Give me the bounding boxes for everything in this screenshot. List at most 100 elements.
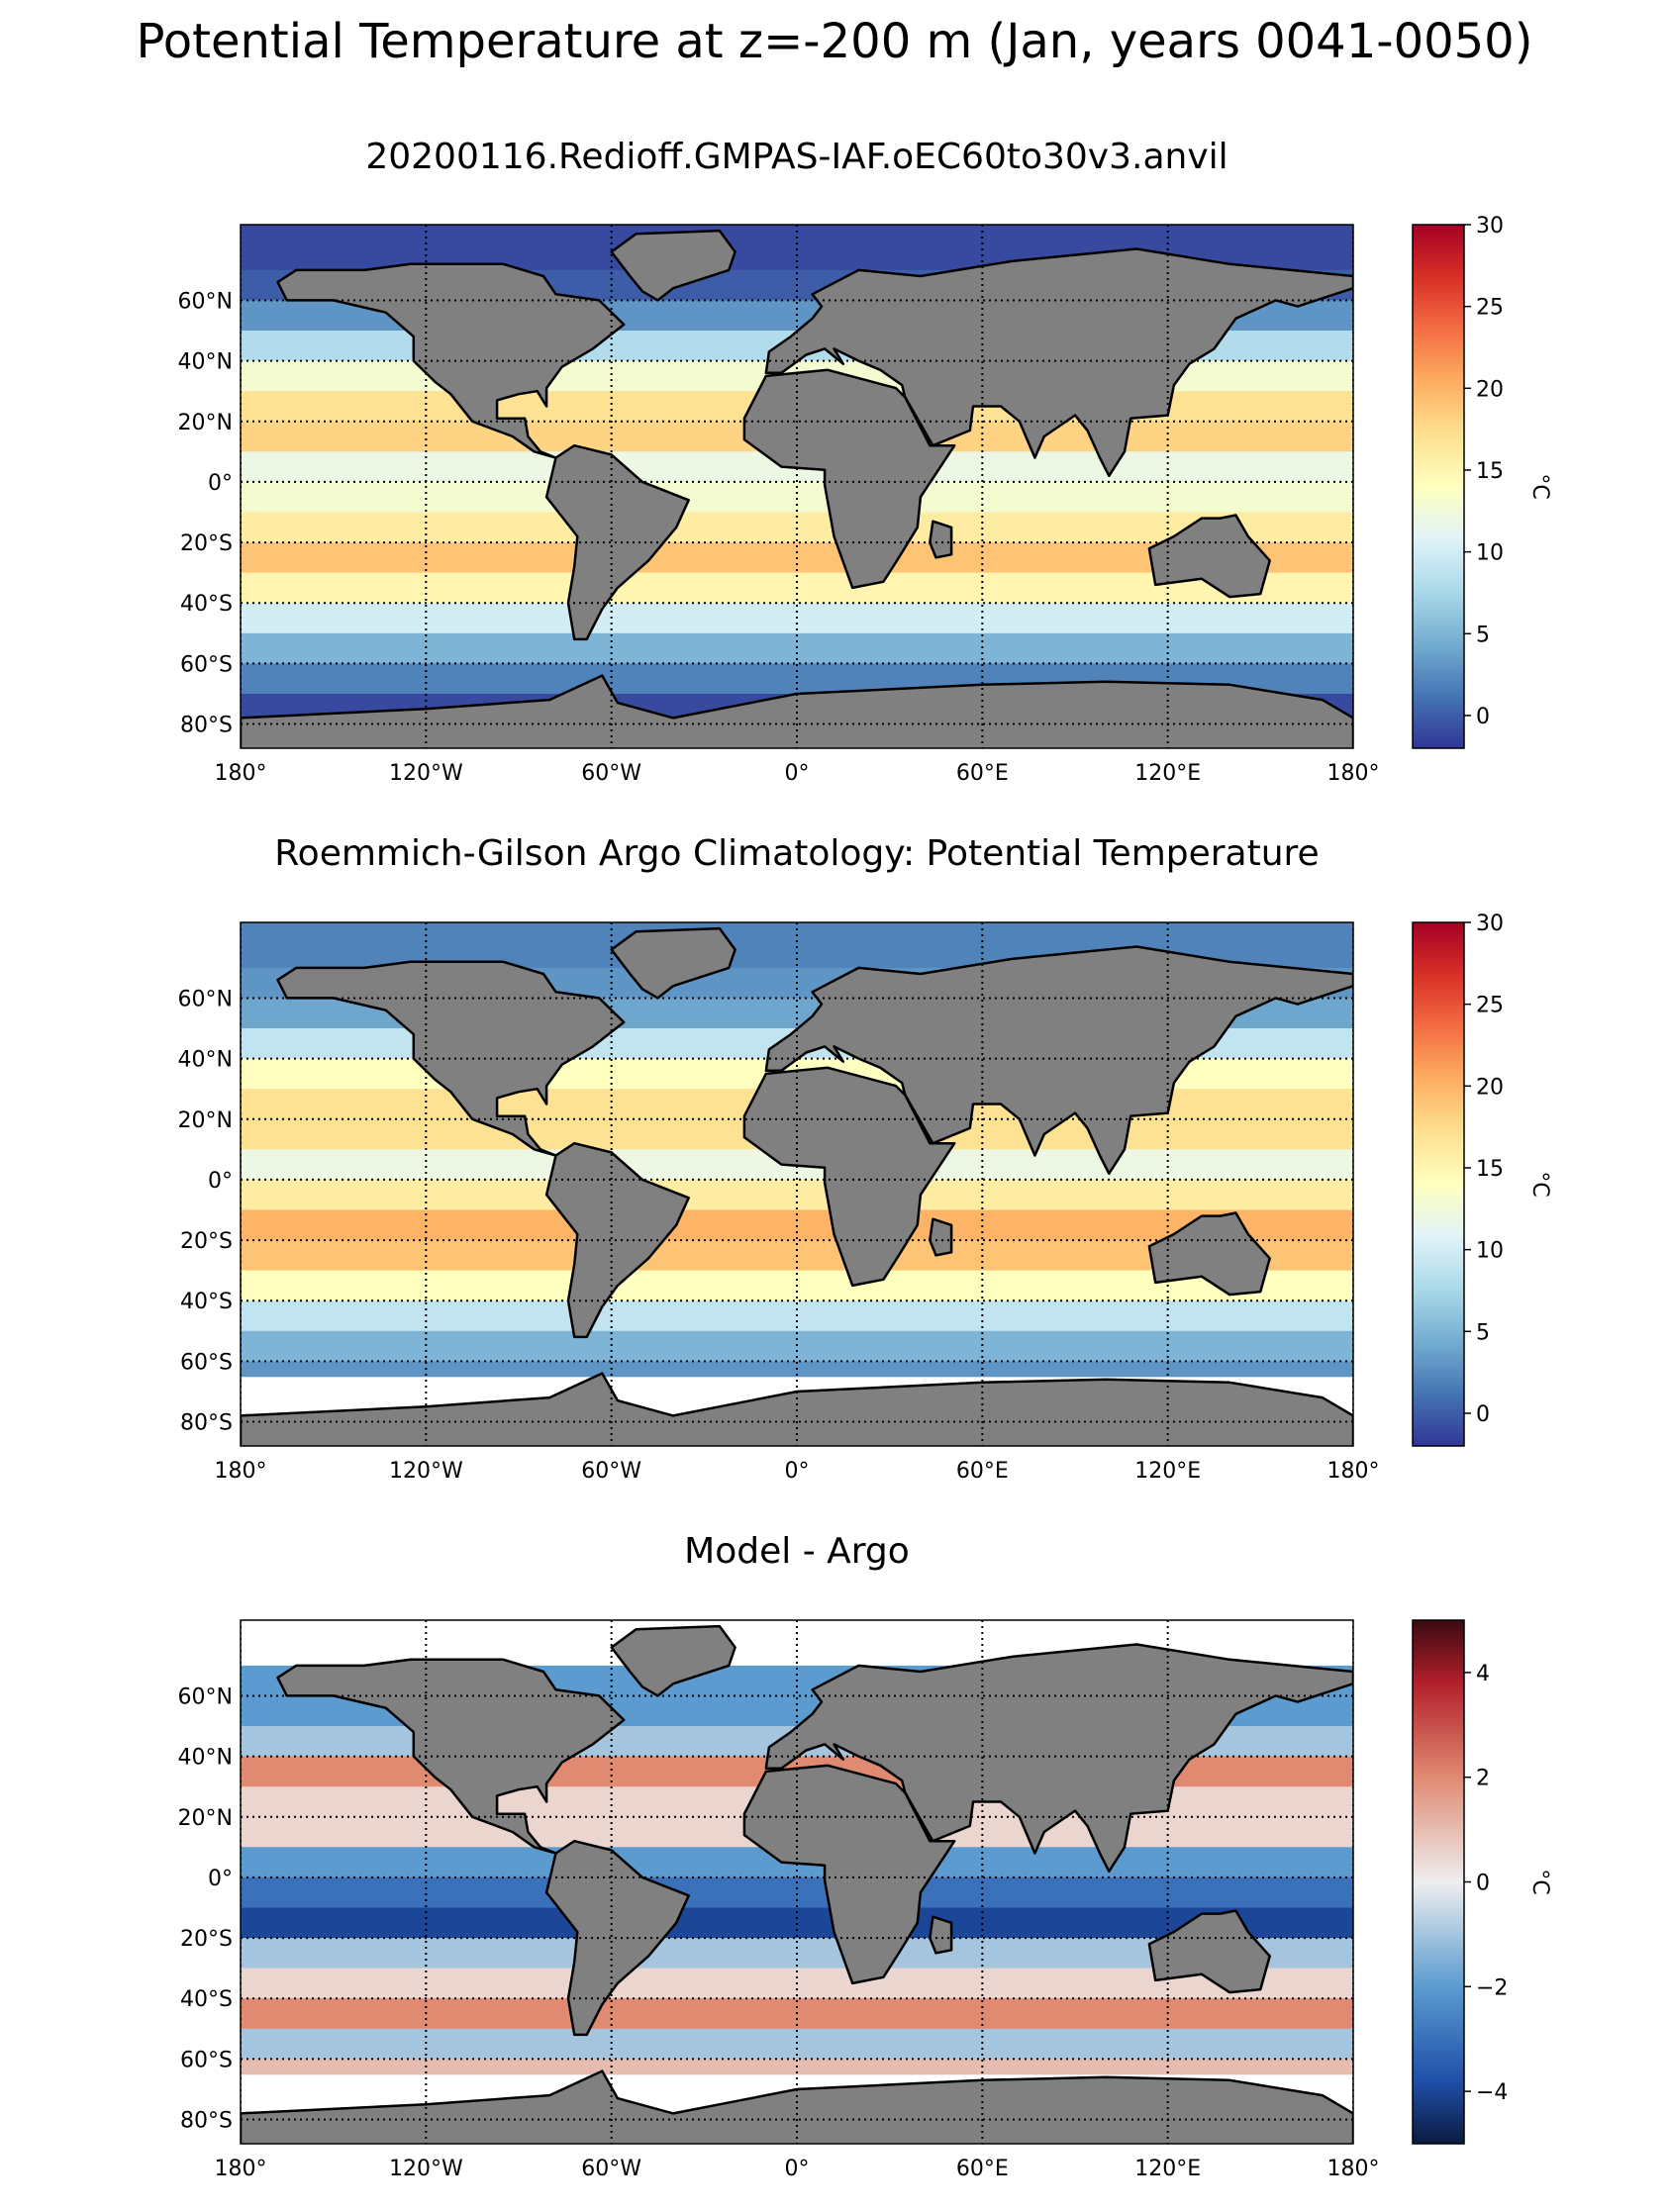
lon-tick-label: 180°: [1327, 761, 1380, 786]
colorbar-label: °C: [1527, 473, 1552, 499]
map-frame: [240, 921, 1354, 1447]
colorbar-tick-label: 0: [1476, 705, 1490, 729]
lat-tick-label: 60°S: [180, 2048, 233, 2072]
lat-tick-label: 0°: [208, 471, 233, 496]
colorbar-tick-label: 0: [1476, 1872, 1490, 1896]
colorbar-tick-label: 25: [1476, 994, 1504, 1018]
colorbar-tick-label: 20: [1476, 377, 1504, 402]
land-north-america: [276, 262, 626, 459]
lat-tick-label: 60°N: [178, 1684, 233, 1709]
lon-tick-label: 60°W: [581, 2157, 641, 2181]
panel-title-argo: Roemmich-Gilson Argo Climatology: Potent…: [274, 833, 1320, 874]
map-panel-0: 180° 120°W 60°W 0° 60°E 120°E 180° 60°N 40°N 20°N…: [178, 224, 1380, 786]
lat-tick-label: 0°: [208, 1169, 233, 1194]
lat-tick-label: 20°N: [178, 1108, 233, 1133]
lon-tick-label: 120°E: [1134, 1459, 1201, 1484]
lon-tick-label: 120°E: [1134, 761, 1201, 786]
land-north-america: [276, 1658, 626, 1855]
lon-tick-label: 120°W: [389, 761, 463, 786]
land-africa: [742, 1764, 956, 1985]
lat-tick-label: 60°N: [178, 289, 233, 314]
colorbar-tick-label: 2: [1476, 1767, 1490, 1791]
colorbar-tick-label: 0: [1476, 1402, 1490, 1427]
lat-tick-label: 60°S: [180, 652, 233, 677]
land-australia: [1147, 514, 1271, 599]
land-australia: [1147, 1909, 1271, 1994]
lat-tick-label: 60°N: [178, 987, 233, 1011]
lat-tick-label: 40°N: [178, 1048, 233, 1073]
lon-tick-label: 180°: [1327, 2157, 1380, 2181]
panel-title-bias: Model - Argo: [684, 1531, 910, 1572]
land-africa: [742, 368, 956, 590]
land-greenland: [610, 926, 736, 1000]
colorbar-1: 0 5 10 15 20 25 30 °C: [1412, 912, 1552, 1447]
land-south-america: [544, 1141, 690, 1339]
colorbar-0: 0 5 10 15 20 25 30 °C: [1412, 214, 1552, 749]
colorbar-gradient: [1412, 921, 1465, 1447]
lon-tick-label: 180°: [215, 2157, 267, 2181]
lat-tick-label: 40°N: [178, 350, 233, 375]
map-frame: [240, 224, 1354, 749]
lon-tick-label: 60°E: [956, 1459, 1009, 1484]
figure-suptitle: Potential Temperature at z=-200 m (Jan, …: [136, 14, 1533, 69]
colorbar-tick-label: −2: [1476, 1975, 1508, 2000]
colorbar-tick-label: 15: [1476, 459, 1504, 484]
lat-tick-label: 60°S: [180, 1350, 233, 1375]
lat-tick-label: 20°S: [180, 1229, 233, 1254]
lat-tick-label: 0°: [208, 1867, 233, 1891]
land-south-america: [544, 443, 690, 641]
lon-tick-label: 60°W: [581, 1459, 641, 1484]
lat-tick-label: 80°S: [180, 1411, 233, 1436]
colorbar-label: °C: [1527, 1171, 1552, 1197]
lat-tick-label: 20°S: [180, 531, 233, 556]
lon-tick-label: 0°: [785, 1459, 810, 1484]
lon-tick-label: 120°E: [1134, 2157, 1201, 2181]
lon-tick-label: 180°: [215, 1459, 267, 1484]
lat-tick-label: 20°N: [178, 411, 233, 435]
lon-tick-label: 60°E: [956, 2157, 1009, 2181]
land-eurasia: [764, 1643, 1353, 1874]
colorbar-tick-label: 10: [1476, 541, 1504, 566]
lon-tick-label: 180°: [1327, 1459, 1380, 1484]
map-panel-2: 180° 120°W 60°W 0° 60°E 120°E 180° 60°N 40°N 20°N…: [178, 1619, 1380, 2181]
lat-tick-label: 20°S: [180, 1927, 233, 1952]
colorbar-tick-label: 5: [1476, 623, 1490, 647]
land-madagascar: [929, 1915, 953, 1955]
land-eurasia: [764, 945, 1353, 1176]
colorbar-gradient: [1412, 1619, 1465, 2145]
colorbar-label: °C: [1527, 1869, 1552, 1894]
lon-tick-label: 120°W: [389, 2157, 463, 2181]
colorbar-tick-label: 4: [1476, 1662, 1490, 1686]
land-eurasia: [764, 247, 1353, 478]
land-greenland: [610, 229, 736, 302]
lon-tick-label: 0°: [785, 761, 810, 786]
lon-tick-label: 120°W: [389, 1459, 463, 1484]
lon-tick-label: 60°W: [581, 761, 641, 786]
colorbar-tick-label: 20: [1476, 1075, 1504, 1100]
lon-tick-label: 180°: [215, 761, 267, 786]
lat-tick-label: 80°S: [180, 2109, 233, 2134]
lat-tick-label: 20°N: [178, 1806, 233, 1831]
panel-title-model: 20200116.Redioff.GMPAS-IAF.oEC60to30v3.a…: [365, 137, 1228, 177]
land-africa: [742, 1066, 956, 1288]
lon-tick-label: 0°: [785, 2157, 810, 2181]
colorbar-tick-label: 15: [1476, 1157, 1504, 1182]
lat-tick-label: 40°S: [180, 1290, 233, 1314]
lat-tick-label: 40°N: [178, 1746, 233, 1771]
lat-tick-label: 40°S: [180, 592, 233, 617]
lat-tick-label: 40°S: [180, 1987, 233, 2012]
colorbar-tick-label: 10: [1476, 1239, 1504, 1264]
lat-tick-label: 80°S: [180, 714, 233, 738]
map-frame: [240, 1619, 1354, 2145]
colorbar-tick-label: −4: [1476, 2080, 1508, 2105]
colorbar-tick-label: 5: [1476, 1320, 1490, 1345]
map-panel-1: 180° 120°W 60°W 0° 60°E 120°E 180° 60°N 40°N 20°N…: [178, 921, 1380, 1484]
colorbar-gradient: [1412, 224, 1465, 749]
land-north-america: [276, 960, 626, 1157]
land-madagascar: [929, 520, 953, 559]
land-greenland: [610, 1624, 736, 1697]
colorbar-2: −4 −2 0 2 4 °C: [1412, 1619, 1552, 2145]
lon-tick-label: 60°E: [956, 761, 1009, 786]
land-madagascar: [929, 1217, 953, 1257]
colorbar-tick-label: 30: [1476, 912, 1504, 936]
